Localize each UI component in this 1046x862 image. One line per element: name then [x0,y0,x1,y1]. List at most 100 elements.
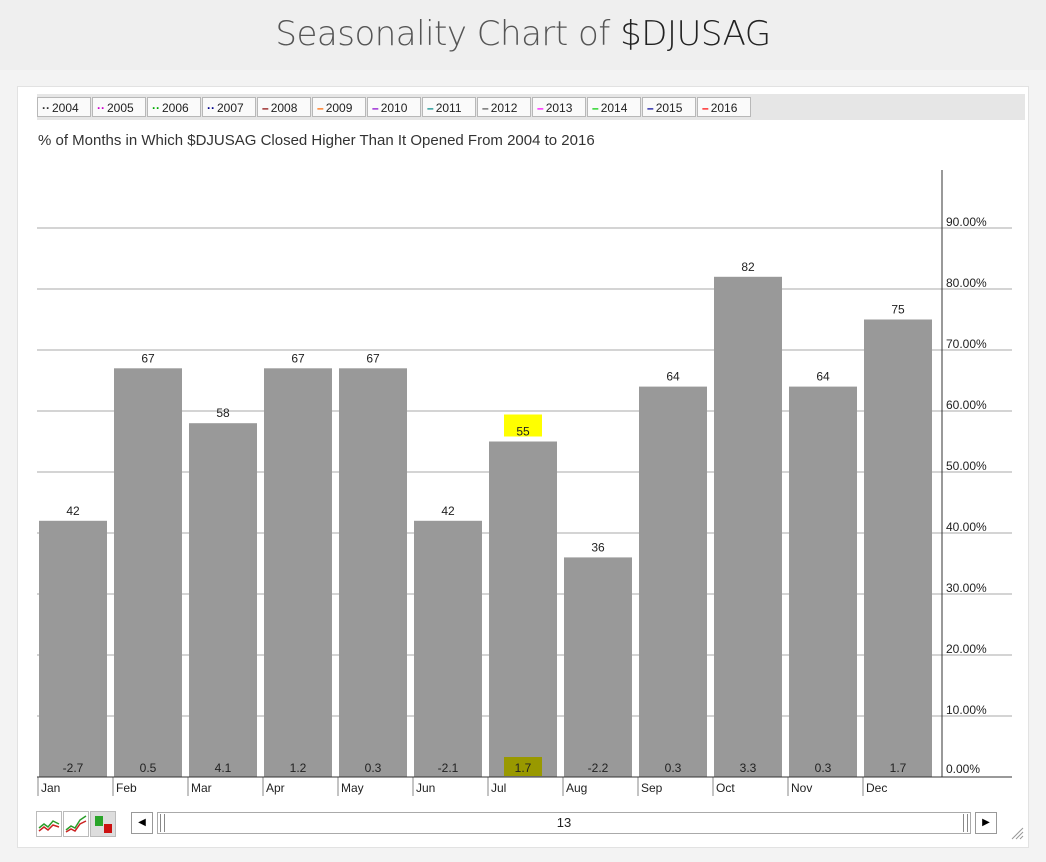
data-label: 64 [666,370,680,384]
legend-label: 2015 [655,101,683,115]
page-title: Seasonality Chart of $DJUSAG [275,14,771,54]
change-label: -2.2 [588,761,609,775]
scroll-track[interactable]: 13 [157,812,971,834]
legend: ·· 2004 ·· 2005 ·· 2006 ·· 2007–2008–2009–2010–… [37,94,1025,120]
change-label: 1.7 [515,761,532,775]
bar [789,386,857,777]
seasonality-bar-icon[interactable] [90,811,116,837]
x-tick-label: May [341,781,364,795]
legend-symbol: – [482,101,489,115]
y-tick-label: 50.00% [946,459,987,473]
chart-panel: ·· 2004 ·· 2005 ·· 2006 ·· 2007–2008–2009–2010–… [17,86,1029,848]
bar [639,386,707,777]
x-tick-label: Jul [491,781,506,795]
y-tick-label: 80.00% [946,276,987,290]
x-tick-label: Dec [866,781,887,795]
y-tick-label: 40.00% [946,520,987,534]
legend-symbol: ·· [152,101,160,115]
y-tick-label: 60.00% [946,398,987,412]
data-label: 36 [591,540,605,554]
data-label: 82 [741,260,755,274]
x-tick-label: Jan [41,781,60,795]
legend-item-2014[interactable]: –2014 [587,97,641,117]
change-label: 0.3 [815,761,832,775]
data-label: 64 [816,370,830,384]
x-tick-label: Oct [716,781,735,795]
scroll-handle-left[interactable] [160,814,165,832]
data-label: 58 [216,406,230,420]
legend-item-2006[interactable]: ·· 2006 [147,97,201,117]
scroll-handle-right[interactable] [963,814,968,832]
legend-item-2007[interactable]: ·· 2007 [202,97,256,117]
legend-label: 2016 [710,101,738,115]
legend-label: 2007 [217,101,244,115]
data-label: 42 [441,504,455,518]
legend-symbol: ·· [207,101,215,115]
data-label: 67 [141,351,155,365]
legend-item-2010[interactable]: –2010 [367,97,421,117]
legend-item-2009[interactable]: –2009 [312,97,366,117]
legend-item-2013[interactable]: –2013 [532,97,586,117]
resize-grip-icon[interactable] [1010,826,1024,840]
legend-label: 2008 [270,101,298,115]
legend-label: 2012 [490,101,518,115]
x-tick-label: Feb [116,781,137,795]
page-title-prefix: Seasonality Chart of [275,14,621,54]
y-tick-label: 30.00% [946,581,987,595]
value-highlight [504,414,542,437]
x-tick-label: Aug [566,781,587,795]
change-label: 4.1 [215,761,232,775]
line-chart-icon[interactable] [36,811,62,837]
title-bar: Seasonality Chart of $DJUSAG [0,0,1046,70]
data-label: 42 [66,504,80,518]
legend-symbol: – [372,101,379,115]
bar [414,520,482,777]
data-label: 55 [516,425,530,439]
legend-label: 2006 [162,101,189,115]
legend-label: 2004 [52,101,79,115]
bar [189,423,257,777]
bar [714,276,782,777]
y-tick-label: 0.00% [946,762,980,776]
scroll-left-button[interactable]: ◀ [131,812,153,834]
data-label: 75 [891,303,905,317]
change-label: 0.3 [365,761,382,775]
legend-label: 2009 [325,101,353,115]
bar [39,520,107,777]
x-tick-label: Mar [191,781,212,795]
data-label: 67 [291,351,305,365]
chart-subtitle: % of Months in Which $DJUSAG Closed High… [38,132,595,149]
change-highlight [504,757,542,776]
legend-symbol: – [427,101,434,115]
change-label: 1.7 [890,761,907,775]
legend-symbol: – [317,101,324,115]
bar [264,368,332,777]
change-label: 0.3 [665,761,682,775]
y-tick-label: 70.00% [946,337,987,351]
legend-item-2005[interactable]: ·· 2005 [92,97,146,117]
scroll-label: 13 [556,815,572,830]
bar [114,368,182,777]
performance-chart-icon[interactable] [63,811,89,837]
x-tick-label: Sep [641,781,663,795]
bar [864,319,932,777]
change-label: 3.3 [740,761,757,775]
scroll-right-button[interactable]: ▶ [975,812,997,834]
legend-symbol: – [702,101,709,115]
legend-label: 2005 [107,101,134,115]
x-tick-label: Jun [416,781,435,795]
legend-item-2004[interactable]: ·· 2004 [37,97,91,117]
legend-item-2016[interactable]: –2016 [697,97,751,117]
x-tick-label: Apr [266,781,285,795]
legend-item-2011[interactable]: –2011 [422,97,476,117]
legend-item-2012[interactable]: –2012 [477,97,531,117]
legend-label: 2013 [545,101,573,115]
y-tick-label: 90.00% [946,215,987,229]
legend-symbol: – [262,101,269,115]
legend-symbol: ·· [42,101,50,115]
legend-item-2008[interactable]: –2008 [257,97,311,117]
legend-item-2015[interactable]: –2015 [642,97,696,117]
bar [489,441,557,777]
x-tick-label: Nov [791,781,812,795]
